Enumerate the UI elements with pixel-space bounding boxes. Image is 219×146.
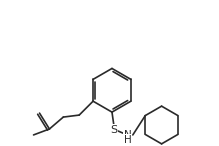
Text: H: H [124, 135, 132, 145]
Text: N: N [124, 130, 132, 140]
Text: S: S [110, 125, 118, 135]
